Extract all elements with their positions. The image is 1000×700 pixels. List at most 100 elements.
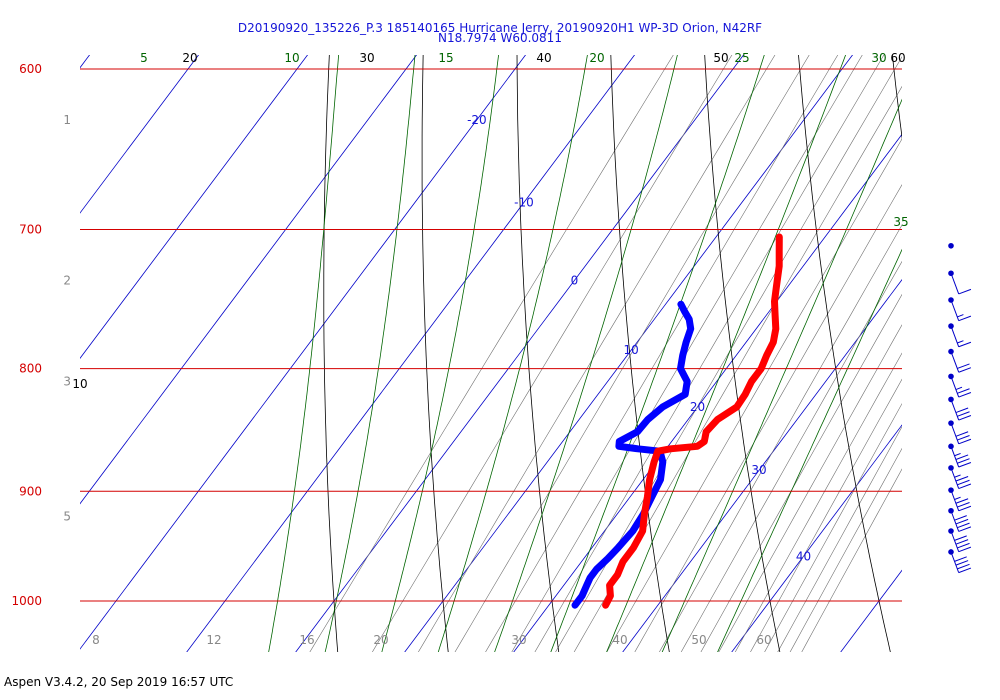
pressure-label: 900 xyxy=(19,484,42,498)
sounding-profiles xyxy=(571,233,783,609)
wind-barb-flag xyxy=(958,505,972,512)
wind-barb-flag xyxy=(957,435,970,441)
mixing-ratio-line xyxy=(634,184,902,652)
mixing-ratio-label: 50 xyxy=(691,633,706,647)
wind-barb-flag xyxy=(958,367,972,373)
wind-barb-staff xyxy=(950,446,960,468)
wind-barb-flag xyxy=(958,288,972,295)
wind-barb-flag xyxy=(958,438,972,445)
wind-barb-flag xyxy=(958,341,972,348)
moist-adiabat-line xyxy=(437,55,588,652)
isotherm-line xyxy=(404,55,853,652)
wind-barb-staff xyxy=(950,299,960,321)
dry-adiabat-line xyxy=(421,55,449,652)
mixing-ratio-label: 20 xyxy=(373,633,388,647)
wind-barb-flag xyxy=(954,556,967,562)
moist-adiabat-line xyxy=(606,55,847,652)
mixing-ratio-line xyxy=(777,426,902,652)
dry-adiabat-line xyxy=(704,55,781,652)
mixing-ratio-label: 30 xyxy=(511,633,526,647)
height-label: 1 xyxy=(63,113,71,127)
isotherm-label: 0 xyxy=(571,273,579,287)
isotherm-label: 10 xyxy=(623,343,638,357)
wind-barb-flag xyxy=(958,526,972,532)
wind-barb xyxy=(948,465,972,490)
moist-adiabat-label: 10 xyxy=(284,51,299,65)
wind-barb xyxy=(948,297,972,322)
dry-adiabat-line xyxy=(516,55,560,652)
wind-barb xyxy=(948,323,972,348)
wind-barb-staff xyxy=(950,467,960,489)
isotherm-line xyxy=(731,424,902,652)
isotherm-line xyxy=(80,55,308,360)
pressure-label: 800 xyxy=(19,362,42,376)
dry-adiabat-line xyxy=(610,55,670,652)
isotherm-line xyxy=(840,569,902,652)
mixing-ratio-line xyxy=(454,55,810,652)
mixing-ratio-line xyxy=(700,293,902,652)
moist-adiabat-label: 5 xyxy=(140,51,148,65)
wind-barb-flag xyxy=(957,314,964,318)
mixing-ratio-label: 12 xyxy=(206,633,221,647)
wind-barb-staff xyxy=(950,422,960,444)
mixing-ratio-line xyxy=(418,55,776,652)
mixing-ratio-line xyxy=(555,56,902,652)
wind-barb-flag xyxy=(958,392,972,398)
wind-barb-flag xyxy=(954,452,961,457)
moist-adiabat-label: 15 xyxy=(438,51,453,65)
isotherm-label: 20 xyxy=(690,400,705,414)
dry-adiabat-line xyxy=(891,55,902,141)
dry-adiabat-line xyxy=(798,55,891,652)
pressure-label: 600 xyxy=(19,62,42,76)
moist-adiabat-line xyxy=(494,55,678,652)
isotherm-label: 30 xyxy=(751,463,766,477)
wind-barb-flag xyxy=(957,363,970,369)
mixing-ratio-line xyxy=(534,55,885,652)
wind-barb xyxy=(948,242,954,249)
wind-barb-flag xyxy=(958,462,972,468)
wind-barb-staff xyxy=(950,551,960,573)
isotherm-line xyxy=(295,55,744,652)
wind-barb xyxy=(948,549,972,574)
wind-barb-staff xyxy=(950,376,960,398)
height-label: 3 xyxy=(63,375,71,389)
pressure-label: 1000 xyxy=(11,594,42,608)
wind-barb-staff xyxy=(950,351,960,373)
pressure-label: 700 xyxy=(19,223,42,237)
wind-barb-flag xyxy=(955,560,969,566)
wind-barb-staff xyxy=(950,399,960,421)
moist-adiabat-line xyxy=(717,248,902,652)
mixing-ratio-label: 40 xyxy=(612,633,627,647)
isotherm-line xyxy=(80,55,417,505)
wind-barb-flag xyxy=(957,479,970,486)
wind-barb-flag xyxy=(955,407,969,414)
mixing-ratio-line xyxy=(606,138,902,652)
wind-barb-flag xyxy=(955,386,963,391)
wind-barb-flag xyxy=(954,474,961,478)
isobar-lines xyxy=(80,68,902,602)
isotherm-label: -10 xyxy=(514,195,534,209)
wind-barb-flag xyxy=(957,502,970,508)
mixing-ratio-line xyxy=(764,403,902,652)
chart-subtitle: N18.7974 W60.0811 xyxy=(438,31,562,45)
moist-adiabat-line xyxy=(381,55,499,652)
mixing-ratio-label: 60 xyxy=(756,633,771,647)
wind-barb-staff xyxy=(950,489,960,511)
height-label: 5 xyxy=(63,509,71,523)
wind-barb xyxy=(948,396,972,421)
mixing-ratio-line xyxy=(511,55,863,652)
wind-barb-flag xyxy=(957,458,970,464)
mixing-ratio-line xyxy=(789,447,902,652)
wind-barb-flag xyxy=(958,567,972,574)
wind-barb-flag xyxy=(955,498,969,504)
wind-barb xyxy=(948,373,972,398)
dry-adiabat-line xyxy=(979,0,1000,700)
wind-barb-flag xyxy=(958,546,972,553)
mixing-ratio-line xyxy=(801,468,902,652)
dry-adiabat-label: 60 xyxy=(890,51,905,65)
moist-adiabat-line xyxy=(661,98,902,652)
mixing-ratio-line xyxy=(750,378,902,652)
isotherm-line xyxy=(186,55,635,652)
isotherm-line xyxy=(513,133,902,652)
